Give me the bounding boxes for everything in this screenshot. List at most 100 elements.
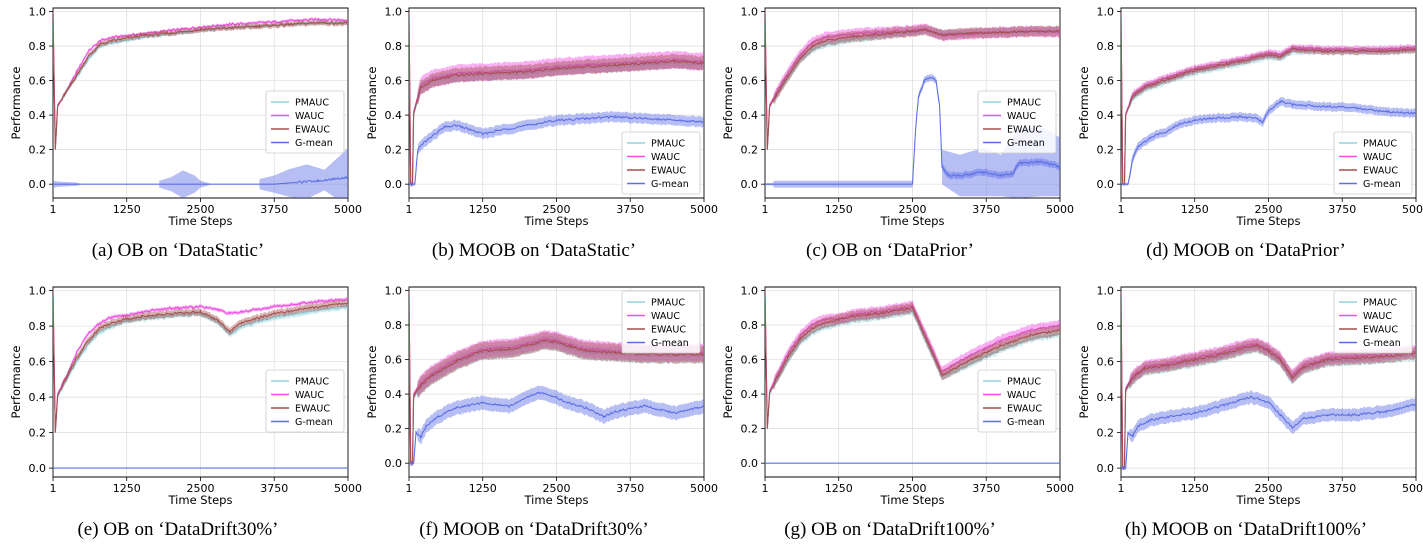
x-tick-label: 1 xyxy=(406,203,413,216)
x-axis-label: Time Steps xyxy=(880,214,945,228)
legend: PMAUC WAUC EWAUC G-mean xyxy=(1333,290,1413,354)
series-group xyxy=(53,289,348,469)
legend: PMAUC WAUC EWAUC G-mean xyxy=(621,290,701,354)
x-tick-label: 2500 xyxy=(1254,203,1282,216)
series-line xyxy=(409,11,704,185)
y-tick-label: 0.6 xyxy=(741,75,759,88)
y-tick-label: 0.8 xyxy=(29,40,47,53)
y-tick-label: 1.0 xyxy=(385,5,403,18)
x-tick-label: 2500 xyxy=(542,203,570,216)
series-line xyxy=(765,11,1060,150)
y-tick-label: 0.4 xyxy=(385,109,403,122)
y-tick-label: 1.0 xyxy=(741,284,759,297)
series-band xyxy=(1121,390,1416,470)
legend-box xyxy=(1333,290,1413,354)
series-line xyxy=(409,290,704,464)
y-tick-label: 0.8 xyxy=(1097,320,1115,333)
x-axis-label: Time Steps xyxy=(1236,214,1301,228)
legend-label: PMAUC xyxy=(1007,377,1041,388)
chart-panel: 0.0 0.2 0.4 0.6 0.8 1.0 1 1250 2500 3750 5000 Time … xyxy=(712,0,1074,279)
x-tick-label: 3750 xyxy=(260,203,288,216)
y-tick-label: 0.2 xyxy=(29,427,47,440)
series-band xyxy=(409,385,704,466)
legend-label: G-mean xyxy=(1007,138,1045,149)
legend-label: WAUC xyxy=(1363,311,1392,322)
legend-label: PMAUC xyxy=(1363,139,1397,150)
y-tick-label: 0.2 xyxy=(741,423,759,436)
legend-label: G-mean xyxy=(651,338,689,349)
legend-label: G-mean xyxy=(295,138,333,149)
legend-label: G-mean xyxy=(1363,179,1401,190)
x-tick-label: 1250 xyxy=(469,203,497,216)
y-axis-label: Performance xyxy=(721,346,735,419)
x-tick-label: 1250 xyxy=(469,482,497,495)
y-tick-label: 0.0 xyxy=(1097,462,1115,475)
y-tick-label: 0.6 xyxy=(1097,356,1115,369)
x-tick-label: 3750 xyxy=(972,203,1000,216)
y-tick-label: 0.4 xyxy=(1097,391,1115,404)
x-tick-label: 1250 xyxy=(825,482,853,495)
y-tick-label: 0.8 xyxy=(29,320,47,333)
chart-svg: 0.0 0.2 0.4 0.6 0.8 1.0 1 1250 2500 3750 5000 Time … xyxy=(721,284,1074,507)
y-tick-label: 0.0 xyxy=(741,178,759,191)
y-tick-label: 0.2 xyxy=(741,144,759,157)
plot-frame xyxy=(52,7,349,199)
chart-svg: 0.0 0.2 0.4 0.6 0.8 1.0 1 1250 2500 3750 5000 Time … xyxy=(9,285,362,507)
y-tick-label: 0.0 xyxy=(385,457,403,470)
y-tick-label: 0.6 xyxy=(1097,75,1115,88)
x-tick-label: 1 xyxy=(1118,203,1125,216)
series-line xyxy=(1121,11,1416,185)
legend-label: PMAUC xyxy=(1363,298,1397,309)
series-line xyxy=(1121,11,1416,185)
series-line xyxy=(409,11,704,185)
legend-label: G-mean xyxy=(1363,338,1401,349)
x-axis-label: Time Steps xyxy=(1236,493,1301,507)
legend: PMAUC WAUC EWAUC G-mean xyxy=(977,369,1057,433)
x-axis-label: Time Steps xyxy=(168,493,233,507)
legend-label: WAUC xyxy=(1363,152,1392,163)
y-tick-label: 0.4 xyxy=(385,388,403,401)
chart-panel: 0.0 0.2 0.4 0.6 0.8 1.0 1 1250 2500 3750 5000 Time … xyxy=(1068,0,1423,279)
plot-frame xyxy=(408,7,705,199)
legend-label: PMAUC xyxy=(295,377,329,388)
legend-box xyxy=(265,369,345,433)
series-line xyxy=(1121,290,1416,469)
legend-label: EWAUC xyxy=(295,404,330,415)
legend-label: EWAUC xyxy=(1363,325,1398,336)
x-tick-label: 2500 xyxy=(898,482,926,495)
subfigure-caption: (a) OB on ‘DataStatic’ xyxy=(91,240,265,261)
series-line xyxy=(409,391,704,464)
y-tick-label: 0.2 xyxy=(29,144,47,157)
series-band xyxy=(765,288,1060,431)
x-tick-label: 3750 xyxy=(260,482,288,495)
x-axis-label: Time Steps xyxy=(524,214,589,228)
chart-svg: 0.0 0.2 0.4 0.6 0.8 1.0 1 1250 2500 3750 5000 Time … xyxy=(9,5,362,228)
series-group xyxy=(1121,10,1416,186)
y-tick-label: 1.0 xyxy=(741,5,759,18)
subfigure-caption: (g) OB on ‘DataDrift100%’ xyxy=(784,519,996,540)
chart-panel: 0.0 0.2 0.4 0.6 0.8 1.0 1 1250 2500 3750 5000 Time … xyxy=(356,0,718,279)
chart-panel: 0.0 0.2 0.4 0.6 0.8 1.0 1 1250 2500 3750 5000 Time … xyxy=(712,279,1074,558)
y-tick-label: 0.0 xyxy=(741,457,759,470)
x-tick-label: 5000 xyxy=(690,482,718,495)
y-tick-label: 0.8 xyxy=(385,319,403,332)
y-tick-label: 0.6 xyxy=(741,354,759,367)
legend: PMAUC WAUC EWAUC G-mean xyxy=(1333,131,1413,195)
legend-label: WAUC xyxy=(295,111,324,122)
series-band xyxy=(1121,10,1416,186)
legend-label: PMAUC xyxy=(1007,98,1041,109)
subfigure-caption: (b) MOOB on ‘DataStatic’ xyxy=(431,240,637,261)
plot-frame xyxy=(1120,7,1417,199)
y-tick-label: 0.6 xyxy=(385,75,403,88)
x-tick-label: 1 xyxy=(406,482,413,495)
x-tick-label: 2500 xyxy=(186,482,214,495)
y-tick-label: 0.8 xyxy=(741,319,759,332)
series-band xyxy=(765,10,1060,151)
series-group xyxy=(409,287,704,466)
series-line xyxy=(1121,395,1416,469)
legend: PMAUC WAUC EWAUC G-mean xyxy=(265,369,345,433)
legend-label: WAUC xyxy=(651,311,680,322)
plot-frame xyxy=(1120,286,1417,478)
x-tick-label: 1 xyxy=(1118,482,1125,495)
